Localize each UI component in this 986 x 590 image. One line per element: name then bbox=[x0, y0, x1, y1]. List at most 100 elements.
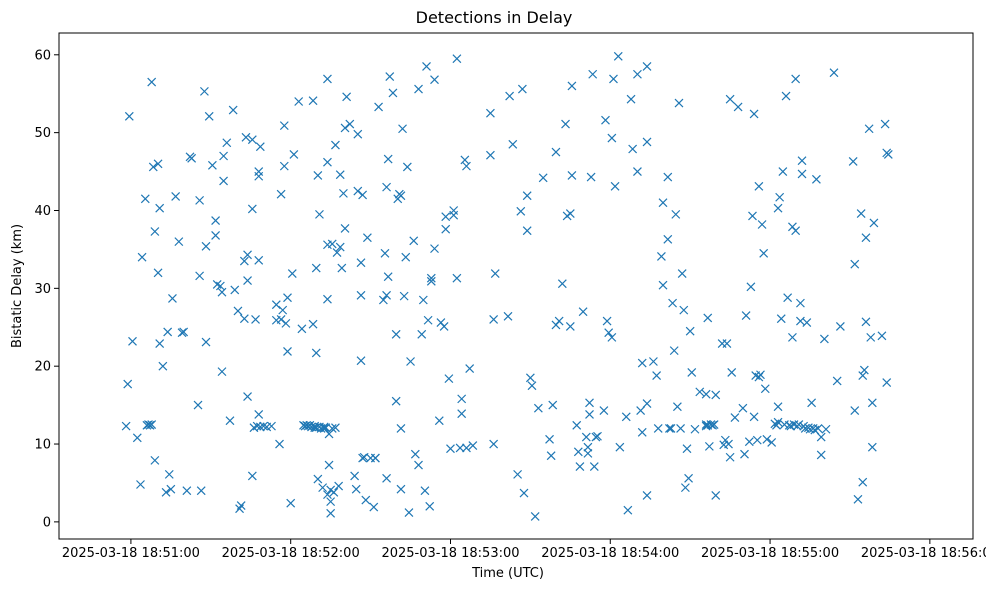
data-point bbox=[406, 357, 415, 366]
data-point bbox=[275, 439, 284, 449]
data-point bbox=[796, 298, 805, 308]
data-point bbox=[195, 195, 205, 205]
data-point bbox=[859, 365, 869, 375]
data-point bbox=[327, 239, 337, 249]
data-point bbox=[323, 294, 332, 304]
data-point bbox=[233, 306, 243, 316]
data-point bbox=[168, 294, 177, 303]
data-point bbox=[353, 186, 363, 196]
data-point bbox=[267, 421, 276, 431]
data-point bbox=[489, 439, 499, 449]
data-point bbox=[356, 290, 366, 300]
data-point bbox=[241, 132, 251, 142]
data-point bbox=[308, 96, 318, 106]
data-point bbox=[335, 170, 345, 180]
data-point bbox=[658, 280, 668, 290]
data-point bbox=[158, 361, 168, 371]
data-point bbox=[132, 433, 142, 443]
data-point bbox=[773, 417, 783, 427]
data-point bbox=[345, 119, 355, 129]
data-point bbox=[880, 119, 890, 129]
x-axis-label: Time (UTC) bbox=[471, 566, 544, 581]
data-point bbox=[679, 305, 689, 315]
data-point bbox=[775, 192, 785, 202]
data-point bbox=[585, 398, 594, 408]
data-point bbox=[396, 484, 406, 494]
data-point bbox=[748, 211, 757, 221]
data-point bbox=[740, 449, 749, 459]
data-point bbox=[653, 424, 663, 433]
data-point bbox=[788, 332, 797, 342]
data-point bbox=[663, 234, 673, 244]
y-tick-label: 30 bbox=[34, 282, 51, 297]
data-point bbox=[850, 259, 860, 269]
data-point bbox=[155, 339, 165, 349]
y-tick-label: 60 bbox=[34, 48, 51, 63]
data-point bbox=[278, 305, 288, 315]
data-point bbox=[551, 147, 561, 157]
data-point bbox=[773, 203, 783, 213]
data-point bbox=[519, 488, 529, 498]
data-point bbox=[383, 154, 393, 164]
data-point bbox=[527, 381, 537, 391]
data-point bbox=[243, 392, 252, 401]
data-point bbox=[382, 473, 391, 483]
data-point bbox=[668, 298, 678, 308]
data-point bbox=[867, 398, 877, 408]
data-point bbox=[351, 484, 361, 494]
data-point bbox=[607, 332, 617, 342]
data-point bbox=[396, 424, 406, 433]
data-point bbox=[148, 162, 158, 172]
data-point bbox=[522, 191, 532, 201]
data-point bbox=[239, 256, 249, 266]
data-point bbox=[230, 285, 240, 295]
data-point bbox=[858, 371, 868, 380]
data-point bbox=[410, 449, 420, 459]
data-point bbox=[356, 258, 366, 268]
data-point bbox=[578, 307, 588, 317]
data-point bbox=[664, 424, 674, 433]
data-point bbox=[746, 282, 756, 292]
data-point bbox=[522, 226, 532, 236]
data-point bbox=[255, 142, 265, 152]
data-point bbox=[517, 84, 527, 94]
x-axis: 2025-03-18 18:51:00 2025-03-18 18:52:00 20… bbox=[62, 539, 986, 561]
data-point bbox=[685, 326, 695, 336]
data-point bbox=[391, 396, 401, 406]
data-point bbox=[123, 379, 133, 389]
data-point bbox=[583, 442, 593, 452]
data-point bbox=[621, 412, 631, 422]
y-tick-label: 20 bbox=[34, 360, 51, 375]
data-point bbox=[462, 443, 471, 453]
data-point bbox=[682, 444, 692, 454]
data-point bbox=[642, 490, 652, 500]
data-point bbox=[864, 124, 874, 134]
data-point bbox=[465, 364, 475, 373]
data-point bbox=[861, 233, 871, 243]
data-point bbox=[452, 54, 462, 64]
data-point bbox=[565, 322, 575, 331]
data-point bbox=[636, 406, 646, 415]
data-point bbox=[711, 490, 721, 500]
data-point bbox=[334, 481, 344, 491]
data-point bbox=[382, 290, 391, 300]
data-point bbox=[457, 409, 467, 419]
data-point bbox=[778, 167, 788, 176]
data-point bbox=[816, 450, 826, 460]
data-point bbox=[452, 273, 462, 283]
data-point bbox=[331, 423, 340, 433]
data-point bbox=[867, 442, 877, 452]
data-point bbox=[671, 209, 681, 219]
data-point bbox=[676, 424, 686, 433]
data-point bbox=[633, 167, 642, 176]
data-point bbox=[811, 174, 821, 184]
data-point bbox=[848, 157, 858, 166]
y-tick-label: 0 bbox=[43, 515, 51, 530]
data-point bbox=[593, 431, 602, 441]
data-point bbox=[402, 162, 412, 172]
data-point bbox=[613, 51, 623, 61]
data-point bbox=[783, 293, 793, 303]
y-axis-label: Bistatic Delay (km) bbox=[10, 224, 25, 348]
data-point bbox=[150, 227, 160, 236]
